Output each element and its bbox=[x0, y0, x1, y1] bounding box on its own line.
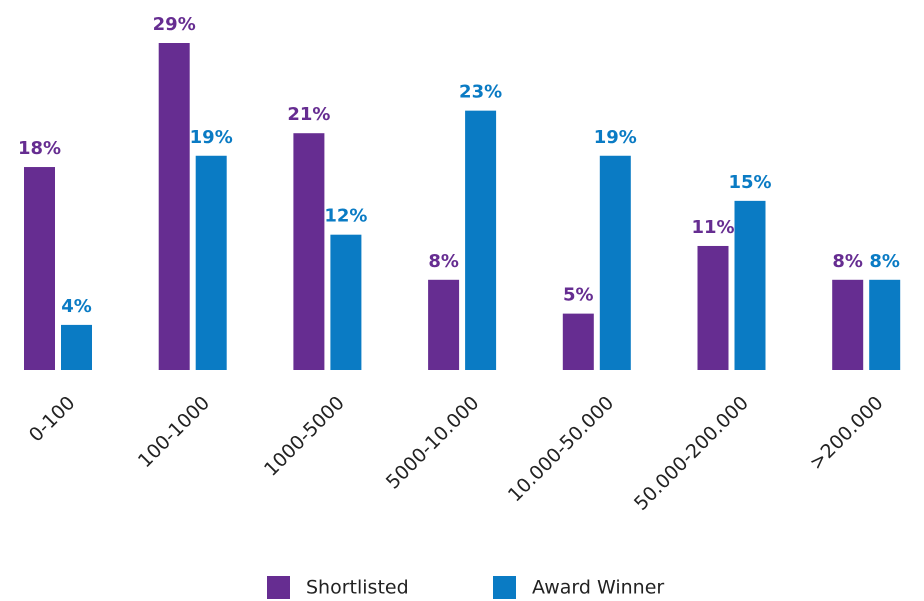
value-label: 29% bbox=[153, 14, 196, 35]
x-tick-label: >200.000 bbox=[805, 392, 887, 474]
x-tick-label: 1000-5000 bbox=[260, 392, 349, 481]
value-label: 15% bbox=[728, 172, 771, 193]
bar bbox=[428, 279, 460, 370]
bar bbox=[24, 167, 55, 370]
legend-label: Shortlisted bbox=[306, 577, 409, 599]
value-label: 8% bbox=[832, 251, 863, 272]
value-label: 5% bbox=[563, 285, 594, 306]
bar bbox=[61, 324, 92, 370]
value-label: 23% bbox=[459, 82, 502, 103]
value-label: 12% bbox=[324, 206, 367, 227]
value-label: 18% bbox=[18, 138, 61, 159]
x-tick-label: 100-1000 bbox=[134, 392, 214, 472]
bar bbox=[599, 155, 631, 370]
bar bbox=[330, 234, 362, 370]
x-tick-label: 10.000-50.000 bbox=[504, 392, 618, 506]
value-label: 19% bbox=[594, 127, 637, 148]
x-tick-label: 50.000-200.000 bbox=[630, 392, 753, 515]
bar bbox=[465, 110, 497, 370]
bar bbox=[158, 43, 190, 370]
value-label: 8% bbox=[869, 251, 900, 272]
value-label: 8% bbox=[428, 251, 459, 272]
bar bbox=[562, 313, 594, 370]
value-label: 11% bbox=[691, 217, 734, 238]
x-tick-label: 5000-10.000 bbox=[382, 392, 484, 494]
bar bbox=[832, 279, 864, 370]
bar bbox=[697, 245, 729, 370]
x-tick-label: 0-100 bbox=[25, 392, 80, 447]
bar bbox=[293, 133, 325, 370]
legend-label: Award Winner bbox=[532, 577, 664, 599]
bar bbox=[869, 279, 901, 370]
value-label: 4% bbox=[61, 296, 92, 317]
value-label: 19% bbox=[190, 127, 233, 148]
legend-swatch bbox=[493, 576, 516, 599]
legend-swatch bbox=[267, 576, 290, 599]
bar bbox=[195, 155, 227, 370]
value-label: 21% bbox=[287, 104, 330, 125]
bar bbox=[734, 200, 766, 370]
